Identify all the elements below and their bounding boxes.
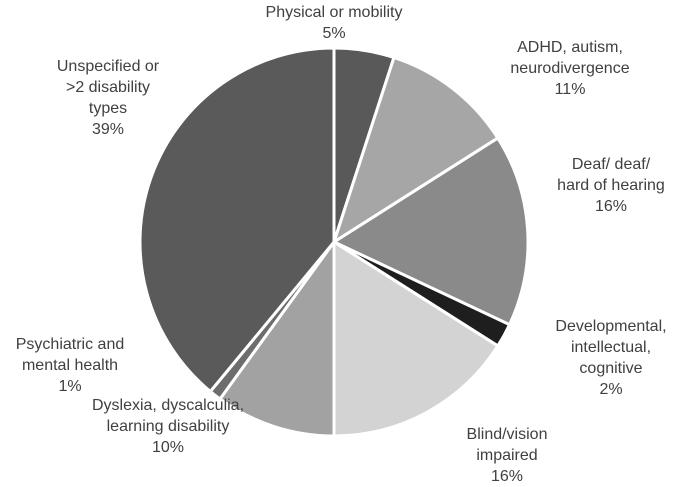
pie-slice	[218, 240, 336, 438]
slice-percent: 16%	[491, 468, 523, 485]
slice-name-line: Blind/vision	[467, 426, 548, 443]
slice-name-line: types	[89, 100, 127, 117]
pie-slices	[138, 46, 530, 438]
slice-percent: 11%	[555, 81, 586, 98]
pie-slice	[332, 136, 530, 327]
slice-percent: 10%	[152, 439, 184, 456]
slice-name-line: cognitive	[579, 360, 642, 377]
slice-name-line: mental health	[22, 357, 118, 374]
slice-label: Psychiatric and mental health 1%	[16, 336, 125, 395]
slice-name-line: Developmental,	[555, 318, 666, 335]
pie-slice	[332, 56, 500, 244]
slice-name-line: ADHD, autism,	[517, 39, 623, 56]
slice-percent: 2%	[599, 381, 622, 398]
slice-name-line: intellectual,	[571, 339, 651, 356]
slice-label: Deaf/ deaf/hard of hearing 16%	[557, 156, 665, 215]
slice-label: Dyslexia, dyscalculia, learning disabilit…	[92, 397, 244, 456]
pie-labels: Physical or mobility 5% ADHD, autism, neuro…	[16, 4, 667, 485]
slice-label: ADHD, autism, neurodivergence 11%	[510, 39, 629, 98]
slice-name-line: Dyslexia, dyscalculia,	[92, 397, 244, 414]
pie-slice	[138, 46, 336, 393]
slice-percent: 16%	[595, 198, 627, 215]
slice-name-line: >2 disability	[66, 79, 150, 96]
slice-name-line: Psychiatric and	[16, 336, 125, 353]
slice-label: Blind/vision impaired 16%	[467, 426, 548, 485]
slice-name-line: Physical or mobility	[266, 4, 403, 21]
slice-label: Physical or mobility 5%	[266, 4, 403, 42]
slice-label: Unspecified or >2 disability types 39%	[57, 58, 160, 138]
slice-name-line: Deaf/ deaf/	[572, 156, 651, 173]
slice-percent: 5%	[322, 25, 345, 42]
slice-name-line: neurodivergence	[510, 60, 629, 77]
slice-name-line: hard of hearing	[557, 177, 665, 194]
slice-percent: 39%	[92, 121, 124, 138]
pie-slice	[332, 240, 500, 438]
slice-name-line: impaired	[476, 447, 537, 464]
slice-percent: 1%	[58, 378, 81, 395]
slice-label: Developmental, intellectual, cognitive 2%	[555, 318, 666, 398]
slice-name-line: learning disability	[107, 418, 230, 435]
slice-name-line: Unspecified or	[57, 58, 160, 75]
